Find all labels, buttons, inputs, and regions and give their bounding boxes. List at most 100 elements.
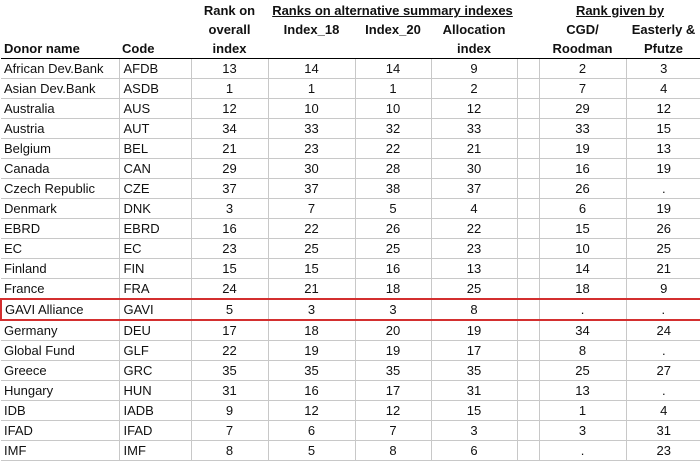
cell-cgd: 6 [538, 198, 626, 219]
table-row: EBRD EBRD 16 22 26 22 15 26 [1, 218, 700, 239]
table-row: Denmark DNK 3 7 5 4 6 19 [1, 198, 700, 219]
cell-code: CZE [118, 178, 191, 199]
cell-code: EBRD [118, 218, 191, 239]
cell-code: HUN [118, 380, 191, 401]
header-cgd: CGD/Roodman [539, 20, 626, 59]
cell-spacer [516, 158, 539, 179]
cell-index18: 1 [267, 78, 355, 99]
table-row: Czech Republic CZE 37 37 38 37 26. [1, 178, 700, 199]
cell-index20: 18 [354, 278, 431, 300]
table-row: IDB IADB 9 12 12 15 1 4 [1, 400, 700, 421]
cell-spacer [516, 340, 539, 361]
cell-cgd: 18 [538, 278, 626, 300]
table-row: GAVI Alliance GAVI 5 3 3 8.. [0, 298, 700, 321]
cell-index20: 7 [354, 420, 431, 441]
cell-cgd: 19 [538, 138, 626, 159]
cell-index18: 3 [267, 298, 355, 321]
cell-rank-overall: 23 [190, 238, 268, 259]
cell-index20: 28 [354, 158, 431, 179]
cell-allocation: 30 [430, 158, 517, 179]
cell-donor-name: France [1, 278, 119, 300]
cell-allocation: 15 [430, 400, 517, 421]
cell-ep: 31 [625, 420, 700, 441]
cell-spacer [516, 298, 539, 321]
cell-allocation: 4 [430, 198, 517, 219]
cell-index20: 3 [354, 298, 431, 321]
cell-spacer [516, 238, 539, 259]
table-row: African Dev.Bank AFDB 13 14 14 9 2 3 [1, 58, 700, 79]
cell-index18: 33 [267, 118, 355, 139]
cell-spacer [516, 320, 539, 341]
table-row: Germany DEU 17 18 20 19 34 24 [1, 320, 700, 341]
cell-ep: . [625, 178, 700, 199]
cell-donor-name: EBRD [1, 218, 119, 239]
cell-rank-overall: 21 [190, 138, 268, 159]
cell-rank-overall: 31 [190, 380, 268, 401]
cell-ep: 3 [625, 58, 700, 79]
cell-code: FIN [118, 258, 191, 279]
cell-index18: 10 [267, 98, 355, 119]
cell-index20: 22 [354, 138, 431, 159]
cell-allocation: 8 [430, 298, 517, 321]
cell-donor-name: Denmark [1, 198, 119, 219]
header-index20: Index_20 [355, 20, 431, 59]
cell-index18: 19 [267, 340, 355, 361]
cell-ep: 27 [625, 360, 700, 381]
cell-index18: 5 [267, 440, 355, 461]
table-row: IMF IMF 8 5 8 6. 23 [1, 440, 700, 461]
cell-ep: 13 [625, 138, 700, 159]
cell-rank-overall: 37 [190, 178, 268, 199]
cell-ep: 26 [625, 218, 700, 239]
cell-code: DNK [118, 198, 191, 219]
cell-spacer [516, 440, 539, 461]
table-row: Austria AUT 34 33 32 33 33 15 [1, 118, 700, 139]
cell-donor-name: IMF [1, 440, 119, 461]
cell-index20: 16 [354, 258, 431, 279]
cell-index18: 21 [267, 278, 355, 300]
table-row: Australia AUS 12 10 10 12 29 12 [1, 98, 700, 119]
cell-spacer [516, 138, 539, 159]
cell-donor-name: Canada [1, 158, 119, 179]
cell-index18: 14 [267, 58, 355, 79]
cell-index20: 17 [354, 380, 431, 401]
cell-index20: 10 [354, 98, 431, 119]
cell-index20: 12 [354, 400, 431, 421]
cell-spacer [516, 118, 539, 139]
cell-donor-name: GAVI Alliance [0, 298, 119, 321]
cell-cgd: 25 [538, 360, 626, 381]
cell-rank-overall: 7 [190, 420, 268, 441]
cell-allocation: 2 [430, 78, 517, 99]
cell-ep: 24 [625, 320, 700, 341]
cell-allocation: 35 [430, 360, 517, 381]
cell-ep: . [625, 298, 700, 321]
cell-ep: 25 [625, 238, 700, 259]
cell-donor-name: EC [1, 238, 119, 259]
cell-ep: 12 [625, 98, 700, 119]
cell-rank-overall: 13 [190, 58, 268, 79]
cell-index20: 5 [354, 198, 431, 219]
cell-index18: 25 [267, 238, 355, 259]
header-rank-overall-line1: Rank on [203, 3, 256, 18]
cell-donor-name: Global Fund [1, 340, 119, 361]
header-row-columns: Donor name Code overall index Index_18 In… [1, 20, 700, 59]
cell-allocation: 31 [430, 380, 517, 401]
cell-index20: 1 [354, 78, 431, 99]
cell-donor-name: Finland [1, 258, 119, 279]
cell-cgd: 10 [538, 238, 626, 259]
header-ep: Easterly & Pfutze [626, 20, 700, 59]
cell-spacer [516, 78, 539, 99]
cell-index20: 19 [354, 340, 431, 361]
cell-code: IFAD [118, 420, 191, 441]
cell-allocation: 17 [430, 340, 517, 361]
table-row: IFAD IFAD 7 6 7 3 3 31 [1, 420, 700, 441]
cell-code: EC [118, 238, 191, 259]
cell-cgd: 2 [538, 58, 626, 79]
cell-ep: 23 [625, 440, 700, 461]
cell-cgd: . [538, 440, 626, 461]
cell-ep: 15 [625, 118, 700, 139]
cell-cgd: 8 [538, 340, 626, 361]
cell-code: CAN [118, 158, 191, 179]
cell-cgd: 26 [538, 178, 626, 199]
cell-cgd: 3 [538, 420, 626, 441]
